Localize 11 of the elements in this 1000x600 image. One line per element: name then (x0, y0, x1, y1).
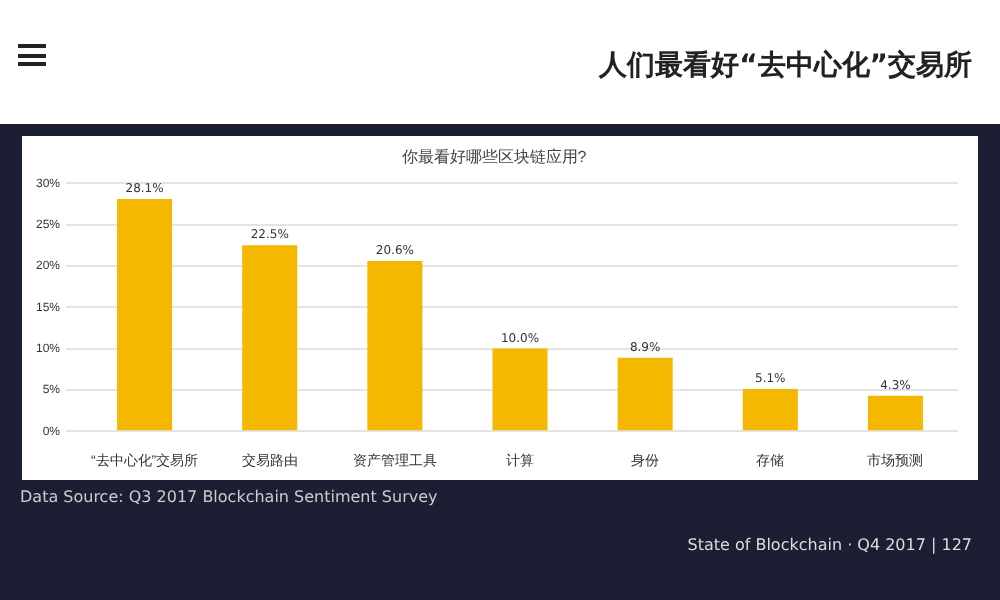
bar (617, 357, 673, 431)
bar (492, 348, 548, 431)
bar (742, 389, 798, 431)
bar (242, 245, 298, 431)
chart-title: 人们最看好“去中心化”交易所 (599, 48, 972, 84)
bar (117, 198, 173, 431)
source-note: Data Source: Q3 2017 Blockchain Sentiment Survey (20, 488, 438, 506)
text: State of Blockchain · Q4 2017 | 127 (687, 536, 972, 554)
bar (367, 260, 423, 431)
bar (867, 395, 923, 431)
chart-subtitle: 你最看好哪些区块链应用? (401, 148, 588, 167)
